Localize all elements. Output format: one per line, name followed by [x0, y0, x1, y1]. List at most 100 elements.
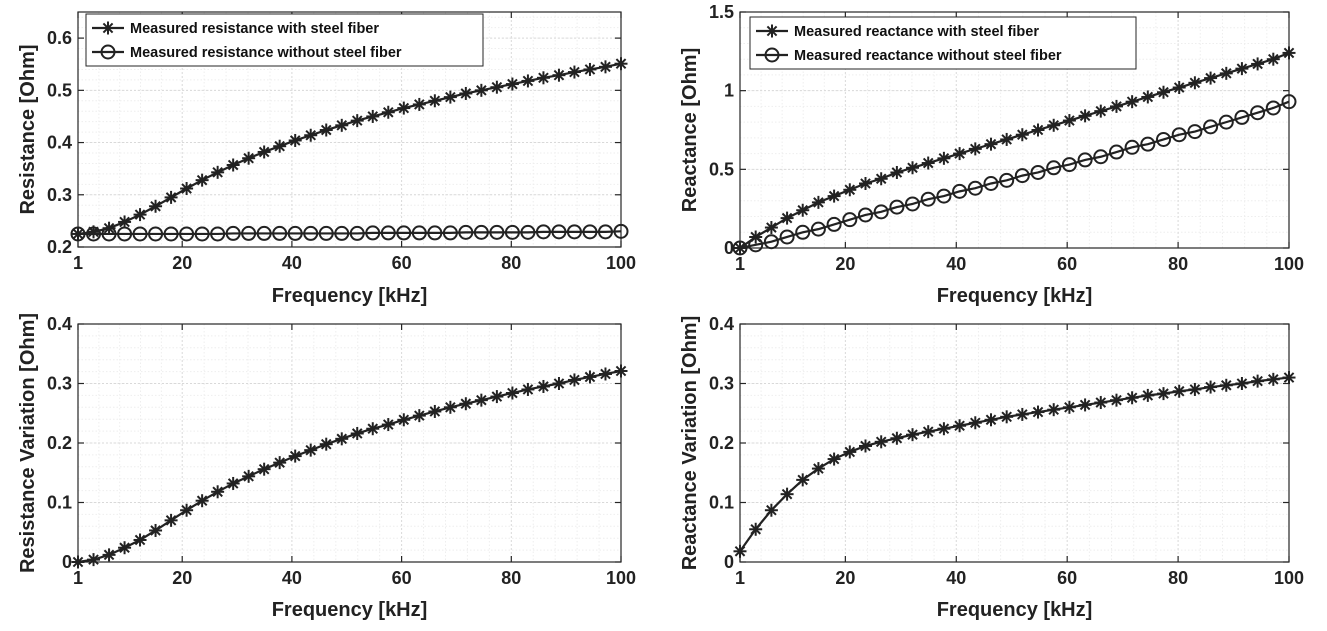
- data-point: [906, 428, 920, 442]
- data-point: [583, 62, 597, 76]
- data-point: [242, 151, 256, 165]
- data-point: [101, 226, 117, 242]
- y-tick-label: 0.3: [47, 374, 72, 394]
- chart-reactance-variation: 1 20 40 60 80 100 0 0.1 0.2 0.3 0.4 Frequency [kHz]…: [663, 313, 1327, 626]
- data-point: [598, 367, 612, 381]
- y-axis-label: Reactance Variation [Ohm]: [679, 316, 701, 571]
- data-point: [133, 533, 147, 547]
- data-point: [349, 225, 365, 241]
- data-point: [396, 225, 412, 241]
- data-point: [132, 226, 148, 242]
- chart-svg: 1 20 40 60 80 100 0 0.1 0.2 0.3 0.4 Frequency [kHz]…: [17, 313, 636, 621]
- data-point: [442, 225, 458, 241]
- legend: Measured resistance with steel fiber Meas…: [85, 13, 484, 67]
- data-point: [764, 221, 778, 235]
- data-point: [194, 226, 210, 242]
- data-point: [827, 189, 841, 203]
- data-point: [86, 226, 102, 242]
- data-point: [1172, 81, 1186, 95]
- data-point: [149, 523, 163, 537]
- x-tick-label: 60: [1057, 568, 1077, 588]
- data-point: [459, 397, 473, 411]
- data-point: [748, 237, 764, 253]
- data-point: [1030, 164, 1046, 180]
- data-point: [1077, 152, 1093, 168]
- data-point: [858, 439, 872, 453]
- data-point: [489, 224, 505, 240]
- data-point: [366, 109, 380, 123]
- data-point: [241, 225, 257, 241]
- data-point: [1172, 384, 1186, 398]
- data-point: [763, 234, 779, 250]
- data-point: [1000, 410, 1014, 424]
- data-point: [505, 386, 519, 400]
- data-point: [1046, 160, 1062, 176]
- data-point: [380, 225, 396, 241]
- data-point: [428, 94, 442, 108]
- y-tick-label: 0.4: [709, 314, 734, 334]
- data-point: [937, 422, 951, 436]
- data-point: [273, 139, 287, 153]
- y-tick-label: 0.1: [709, 493, 734, 513]
- series-1: [733, 46, 1296, 255]
- x-tick-label: 40: [946, 568, 966, 588]
- data-point: [780, 211, 794, 225]
- series-line: [77, 62, 622, 236]
- data-point: [303, 225, 319, 241]
- data-point: [795, 224, 811, 240]
- data-point: [1281, 94, 1297, 110]
- data-point: [443, 90, 457, 104]
- data-point: [567, 373, 581, 387]
- y-tick-label: 0: [724, 552, 734, 572]
- data-point: [148, 226, 164, 242]
- data-point: [350, 426, 364, 440]
- data-point: [102, 548, 116, 562]
- data-point: [1266, 52, 1280, 66]
- y-tick-label: 0.4: [47, 133, 72, 153]
- data-point: [521, 74, 535, 88]
- data-point: [459, 86, 473, 100]
- x-tick-label: 1: [73, 568, 83, 588]
- x-axis-label: Frequency [kHz]: [937, 599, 1093, 621]
- data-point: [842, 212, 858, 228]
- data-point: [1061, 157, 1077, 173]
- data-point: [505, 77, 519, 91]
- x-tick-label: 40: [282, 568, 302, 588]
- data-point: [936, 188, 952, 204]
- y-tick-label: 0.5: [709, 159, 734, 179]
- data-point: [117, 226, 133, 242]
- x-tick-label: 60: [392, 253, 412, 273]
- data-point: [1031, 405, 1045, 419]
- data-point: [365, 225, 381, 241]
- data-point: [149, 199, 163, 213]
- data-point: [490, 80, 504, 94]
- data-point: [613, 223, 629, 239]
- data-point: [163, 226, 179, 242]
- y-tick-label: 0.2: [709, 433, 734, 453]
- data-point: [536, 379, 550, 393]
- data-point: [335, 432, 349, 446]
- data-point: [1125, 391, 1139, 405]
- x-tick-label: 40: [946, 254, 966, 274]
- y-tick-label: 0.6: [47, 28, 72, 48]
- data-point: [1047, 403, 1061, 417]
- legend-label: Measured reactance without steel fiber: [794, 48, 1062, 64]
- data-point: [952, 183, 968, 199]
- grid: [739, 323, 1290, 563]
- data-point: [858, 176, 872, 190]
- data-point: [180, 182, 194, 196]
- data-point: [226, 476, 240, 490]
- data-point: [458, 224, 474, 240]
- legend-box: [85, 13, 484, 67]
- chart-reactance: 1 20 40 60 80 100 0 0.5 1 1.5 Frequency [kHz] React…: [663, 0, 1327, 313]
- data-point: [226, 158, 240, 172]
- data-point: [180, 503, 194, 517]
- data-point: [1015, 407, 1029, 421]
- data-point: [598, 60, 612, 74]
- data-point: [1014, 168, 1030, 184]
- data-point: [1188, 382, 1202, 396]
- x-tick-label: 1: [735, 568, 745, 588]
- data-point: [195, 494, 209, 508]
- data-point: [412, 97, 426, 111]
